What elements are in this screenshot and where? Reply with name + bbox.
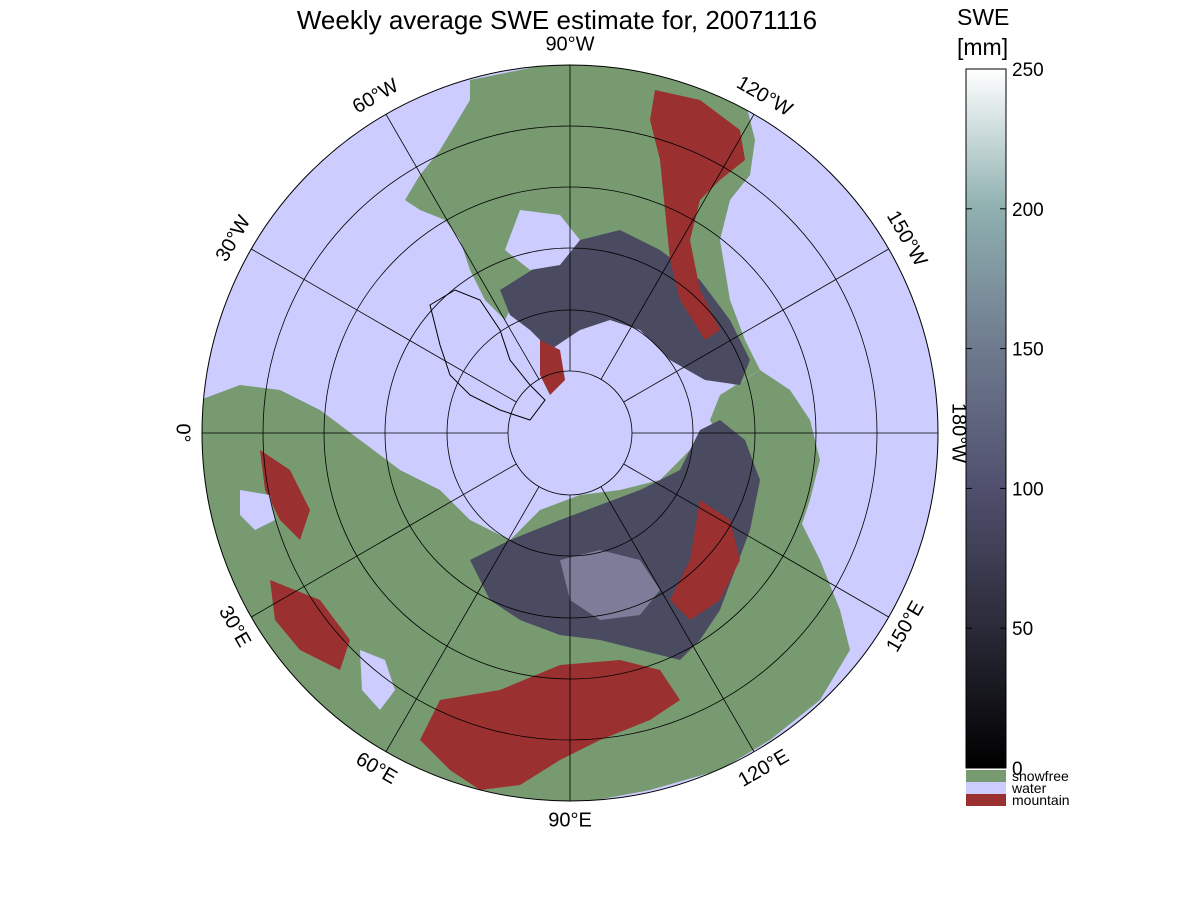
meridian-line: [251, 248, 517, 403]
mountain-central-asia: [420, 660, 680, 790]
colorbar-tick-label: 0: [1012, 759, 1023, 780]
deep-snow-siberia: [560, 550, 660, 620]
colorbar-tick-label: 250: [1012, 60, 1044, 81]
colorbar: SWE [mm] 250 200 150 100 50 0: [957, 4, 1044, 780]
colorbar-tick-label: 100: [1012, 479, 1044, 500]
hudson-bay: [505, 210, 580, 270]
meridian-line: [251, 463, 517, 618]
mountain-alps: [270, 580, 350, 670]
colorbar-tick-label: 50: [1012, 619, 1033, 640]
longitude-label: 90°E: [548, 809, 592, 831]
legend-swatch-snowfree: [966, 770, 1006, 782]
mountain-scandinavia: [260, 450, 310, 540]
alaska-coast: [710, 370, 820, 530]
chart-title: Weekly average SWE estimate for, 2007111…: [297, 5, 817, 35]
legend-swatch-mountain: [966, 794, 1006, 806]
legend-swatch-water: [966, 782, 1006, 794]
meridian-line: [385, 114, 540, 380]
snow-canada: [500, 230, 750, 385]
mountain-greenland-edge: [540, 340, 565, 395]
longitude-label: 0°: [172, 423, 194, 442]
colorbar-gradient: [965, 68, 1007, 769]
mountain-rockies: [650, 90, 745, 340]
colorbar-unit-name: SWE: [957, 4, 1009, 30]
map-border: [201, 64, 939, 802]
meridian-line: [623, 463, 889, 618]
greenland-outline: [429, 289, 546, 421]
land-layer: [202, 65, 850, 801]
legend-label-mountain: mountain: [1012, 792, 1070, 808]
graticule: [202, 65, 938, 801]
meridian-line: [600, 114, 755, 380]
colorbar-tick-label: 200: [1012, 200, 1044, 221]
legend-label-snowfree: snowfree: [1012, 768, 1069, 784]
legend-label-water: water: [1011, 780, 1047, 796]
colorbar-tick-label: 150: [1012, 340, 1044, 361]
meridian-line: [385, 486, 540, 752]
polar-map: 90°W120°W150°W180°W150°E120°E90°E60°E30°…: [172, 33, 970, 831]
baltic-sea: [240, 490, 275, 530]
longitude-label: 90°W: [545, 33, 594, 55]
colorbar-ticks: 250 200 150 100 50 0: [966, 60, 1044, 780]
meridian-line: [600, 486, 755, 752]
longitude-label: 180°W: [948, 403, 970, 463]
meridian-line: [623, 248, 889, 403]
colorbar-unit: [mm]: [957, 34, 1008, 60]
